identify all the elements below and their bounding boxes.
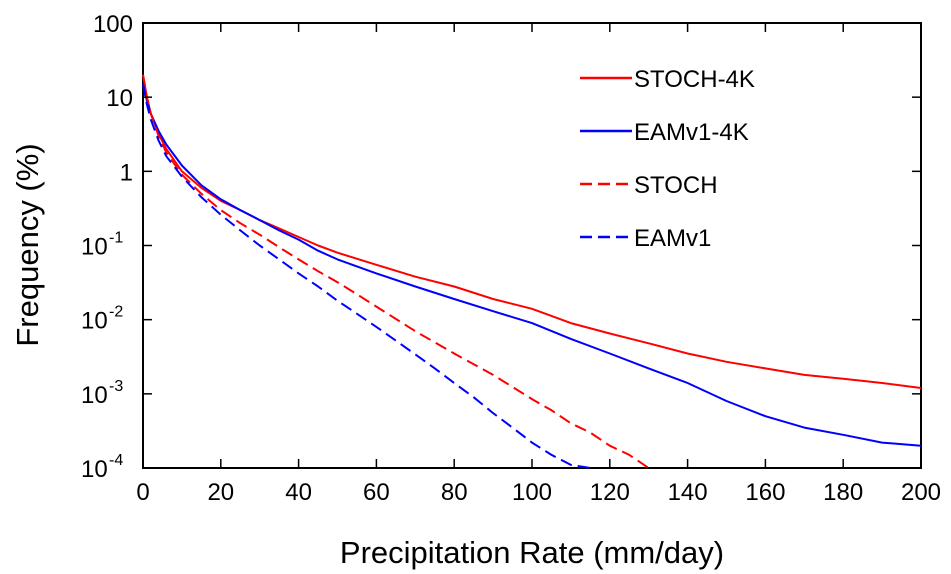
y-tick-label-base: 10 xyxy=(81,456,108,483)
y-tick-label: 10 -2 xyxy=(81,304,123,335)
y-tick-label: 10 -3 xyxy=(81,378,123,409)
series-layer xyxy=(142,74,922,469)
x-axis-title: Precipitation Rate (mm/day) xyxy=(340,535,724,570)
y-tick-label-exponent: -4 xyxy=(109,452,123,469)
x-tick-label: 180 xyxy=(823,479,863,506)
x-tick-label: 160 xyxy=(745,479,785,506)
y-tick-label-base: 10 xyxy=(81,234,108,261)
y-axis-title: Frequency (%) xyxy=(10,143,45,346)
y-tick-label-exponent: -1 xyxy=(109,230,123,247)
y-tick-label-exponent: -2 xyxy=(109,304,123,321)
y-tick-label-exponent: -3 xyxy=(109,378,123,395)
series-line-stoch-4k xyxy=(142,74,922,389)
y-tick-label: 1 xyxy=(120,159,133,186)
legend-label: STOCH-4K xyxy=(634,66,755,93)
series-line-stoch xyxy=(142,74,650,469)
y-tick-label: 10 -4 xyxy=(81,452,123,483)
legend-label: STOCH xyxy=(634,172,718,199)
legend-label: EAMv1-4K xyxy=(634,119,749,146)
x-tick-label: 0 xyxy=(136,479,149,506)
y-tick-label-base: 10 xyxy=(81,308,108,335)
x-tick-label: 80 xyxy=(441,479,468,506)
x-tick-label: 40 xyxy=(285,479,312,506)
x-tick-label: 60 xyxy=(363,479,390,506)
legend: STOCH-4K EAMv1-4K STOCH EAMv1 xyxy=(580,66,755,252)
y-tick-label: 10 -1 xyxy=(81,230,123,261)
legend-label: EAMv1 xyxy=(634,225,711,252)
y-tick-label: 100 xyxy=(93,11,133,38)
x-tick-label: 20 xyxy=(207,479,234,506)
y-tick-label-base: 10 xyxy=(81,382,108,409)
y-tick-label: 10 xyxy=(106,85,133,112)
series-line-eamv1 xyxy=(142,83,591,469)
x-tick-label: 100 xyxy=(512,479,552,506)
x-tick-label: 120 xyxy=(590,479,630,506)
x-tick-label: 200 xyxy=(901,479,941,506)
series-line-eamv1-4k xyxy=(142,83,922,447)
x-tick-label: 140 xyxy=(668,479,708,506)
